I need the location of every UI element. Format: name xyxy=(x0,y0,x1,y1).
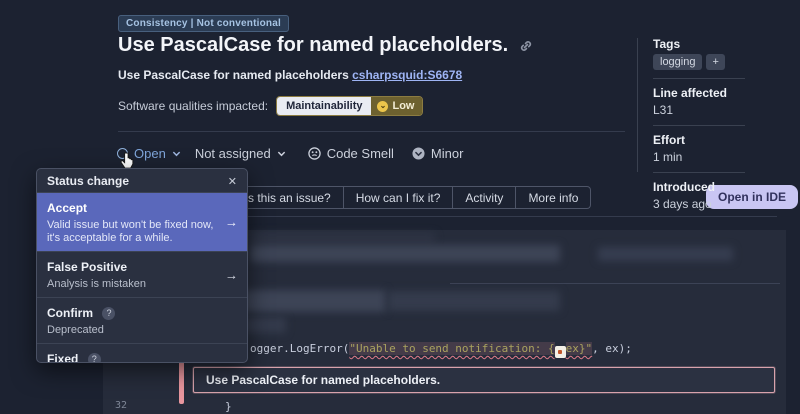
issue-tabs: Why is this an issue? How can I fix it? … xyxy=(205,186,592,209)
popup-item-accept[interactable]: Accept Valid issue but won't be fixed no… xyxy=(37,193,247,252)
redacted-block xyxy=(388,291,560,311)
quality-severity: ⌄ Low xyxy=(371,97,423,115)
header-divider xyxy=(118,131,625,132)
status-label: Open xyxy=(134,146,166,161)
add-tag-button[interactable]: + xyxy=(706,54,725,70)
code-line-31[interactable]: ogger.LogError("Unable to send notificat… xyxy=(250,342,632,358)
line-number: 32 xyxy=(114,400,127,411)
quality-name: Maintainability xyxy=(277,97,372,115)
effort-label: Effort xyxy=(653,133,685,147)
mouse-cursor xyxy=(119,152,134,170)
severity-low-icon: ⌄ xyxy=(377,100,389,112)
code-string-part: "Unable to send notification: { xyxy=(349,342,555,355)
popup-header: Status change ✕ xyxy=(37,169,247,193)
issue-location-bar xyxy=(179,337,184,404)
sidebar-separator xyxy=(653,125,745,126)
tab-activity[interactable]: Activity xyxy=(453,186,517,209)
popup-item-label: Accept xyxy=(47,201,88,215)
popup-title: Status change xyxy=(47,174,130,188)
issue-type-label: Code Smell xyxy=(326,146,394,161)
redacted-block xyxy=(598,247,733,261)
issue-severity: Minor xyxy=(412,146,464,161)
clean-code-attribute-badge: Consistency | Not conventional xyxy=(118,15,289,32)
chevron-down-icon xyxy=(277,149,286,158)
status-change-popup: Status change ✕ Accept Valid issue but w… xyxy=(36,168,248,363)
redacted-placeholder xyxy=(554,346,566,358)
page-title: Use PascalCase for named placeholders. xyxy=(118,34,509,56)
help-icon[interactable]: ? xyxy=(102,306,116,320)
arrow-right-icon: → xyxy=(225,267,238,282)
software-quality-chip[interactable]: Maintainability ⌄ Low xyxy=(276,96,424,116)
software-qualities-label: Software qualities impacted: xyxy=(118,99,269,113)
assignee-label: Not assigned xyxy=(194,146,271,161)
line-affected-label: Line affected xyxy=(653,86,728,100)
introduced-label: Introduced xyxy=(653,180,715,194)
code-suffix: , ex); xyxy=(592,342,632,355)
code-smell-icon xyxy=(307,147,321,160)
issue-type: Code Smell xyxy=(307,146,394,161)
assignee-dropdown[interactable]: Not assigned xyxy=(195,146,286,161)
redacted-block xyxy=(250,233,435,243)
tab-how-fix[interactable]: How can I fix it? xyxy=(343,186,454,209)
popup-item-label: Fixed xyxy=(47,352,79,363)
tab-more-info[interactable]: More info xyxy=(516,186,592,209)
code-line-32: } xyxy=(225,400,232,413)
severity-low-label: Low xyxy=(392,100,415,112)
tags-label: Tags xyxy=(653,37,681,51)
open-in-ide-button[interactable]: Open in IDE xyxy=(706,185,799,209)
popup-item-false-positive[interactable]: False Positive Analysis is mistaken → xyxy=(37,252,247,298)
issue-status-row: Open Not assigned Code Smell xyxy=(117,146,463,161)
issue-title-row: Use PascalCase for named placeholders. xyxy=(118,34,534,57)
tabs-divider xyxy=(118,216,777,217)
software-qualities-row: Software qualities impacted: Maintainabi… xyxy=(118,96,424,116)
effort-value: 1 min xyxy=(653,150,683,164)
popup-item-confirm[interactable]: Confirm ? Deprecated xyxy=(37,298,247,344)
popup-item-label: False Positive xyxy=(47,260,128,274)
rule-key-link[interactable]: csharpsquid:S6678 xyxy=(352,68,463,82)
code-string-part: ex}" xyxy=(565,342,593,355)
help-icon[interactable]: ? xyxy=(87,352,101,362)
code-panel-divider xyxy=(450,283,780,284)
close-icon[interactable]: ✕ xyxy=(227,175,237,188)
popup-item-description: Analysis is mistaken xyxy=(47,278,147,290)
popup-item-description: Deprecated xyxy=(47,324,104,336)
code-prefix: ogger.LogError( xyxy=(250,342,350,355)
chevron-down-icon xyxy=(172,149,181,158)
line-affected-value: L31 xyxy=(653,103,674,117)
issue-message-box[interactable]: Use PascalCase for named placeholders. xyxy=(193,367,775,393)
popup-item-description: Valid issue but won't be fixed now, it's… xyxy=(47,219,214,244)
issue-message-text: Use PascalCase for named placeholders. xyxy=(206,373,441,387)
redacted-block xyxy=(250,245,560,262)
sidebar-separator xyxy=(653,172,745,173)
tags-row: logging + xyxy=(653,54,777,70)
issue-severity-label: Minor xyxy=(430,146,464,161)
popup-item-fixed[interactable]: Fixed ? Deprecated xyxy=(37,344,247,363)
sidebar-divider xyxy=(637,38,638,172)
rule-subtitle-text: Use PascalCase for named placeholders xyxy=(118,68,353,82)
minor-severity-icon xyxy=(412,147,425,160)
introduced-value: 3 days ago xyxy=(653,197,712,211)
permalink-icon[interactable] xyxy=(518,38,534,54)
tag-logging[interactable]: logging xyxy=(653,54,703,70)
issue-sidebar: Tags logging + Line affected L31 Effort … xyxy=(653,37,777,211)
sidebar-separator xyxy=(653,78,745,79)
arrow-right-icon: → xyxy=(225,214,238,230)
rule-subtitle: Use PascalCase for named placeholders cs… xyxy=(118,68,462,82)
popup-item-label: Confirm xyxy=(47,306,93,320)
